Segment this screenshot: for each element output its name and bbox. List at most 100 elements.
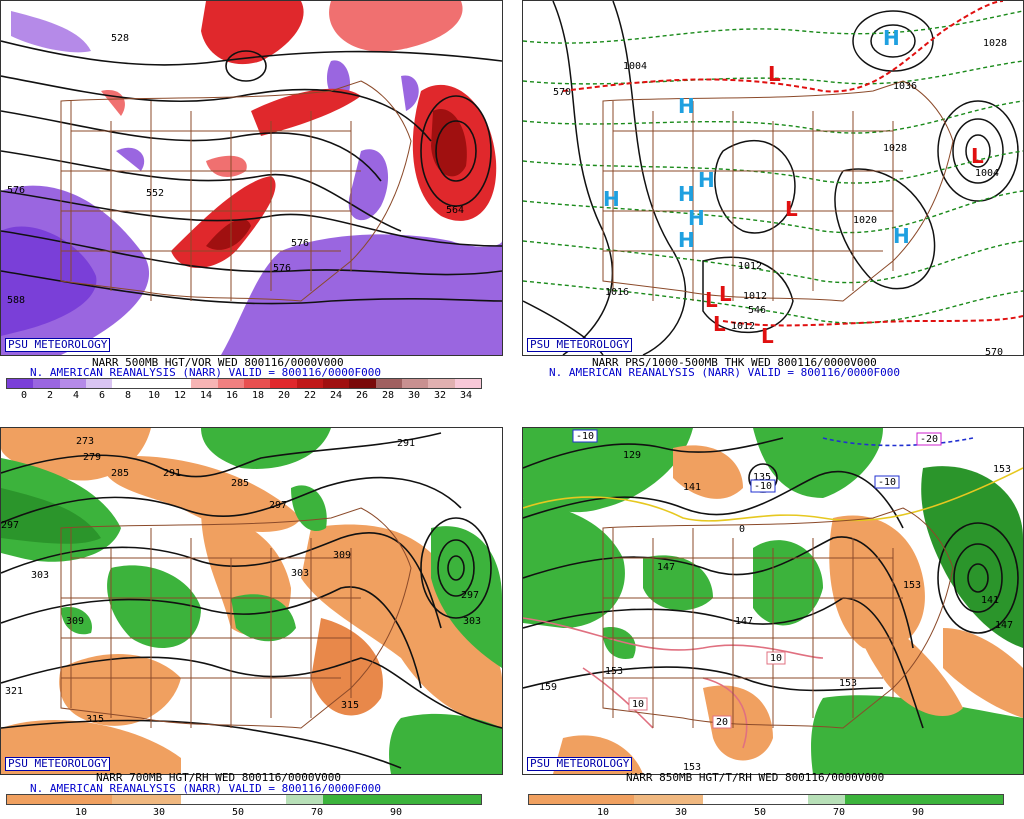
svg-text:L: L [705, 288, 718, 312]
svg-text:291: 291 [163, 468, 181, 479]
svg-text:1020: 1020 [853, 215, 877, 226]
svg-text:1012: 1012 [738, 261, 762, 272]
svg-text:576: 576 [291, 238, 309, 249]
svg-text:L: L [719, 282, 732, 306]
height-labels: 129 141 147 147 153 159 153 153 135 141 … [539, 450, 1013, 773]
svg-text:285: 285 [111, 468, 129, 479]
panel-500mb: 528 552 576 576 588 576 564 PSU METEOROL… [0, 0, 503, 405]
svg-text:1004: 1004 [975, 168, 999, 179]
contour-labels: 273 279 285 291 285 297 297 303 309 321 … [1, 436, 481, 725]
svg-text:153: 153 [605, 666, 623, 677]
svg-text:H: H [678, 228, 695, 252]
svg-text:147: 147 [735, 616, 753, 627]
pressure-map: H H H H H H H H L L L L L L L 1004 1028 [523, 1, 1023, 355]
svg-text:1012: 1012 [743, 291, 767, 302]
svg-text:153: 153 [993, 464, 1011, 475]
svg-text:-10: -10 [878, 477, 896, 488]
svg-text:321: 321 [5, 686, 23, 697]
temperature-labels: -10 -10 -20 -10 0 10 10 20 [572, 429, 942, 729]
svg-text:297: 297 [1, 520, 19, 531]
svg-text:L: L [761, 324, 774, 348]
svg-text:1004: 1004 [623, 61, 647, 72]
svg-text:L: L [713, 312, 726, 336]
svg-text:303: 303 [291, 568, 309, 579]
svg-text:315: 315 [86, 714, 104, 725]
svg-text:570: 570 [985, 347, 1003, 355]
svg-text:147: 147 [657, 562, 675, 573]
svg-text:546: 546 [748, 305, 766, 316]
svg-text:L: L [971, 144, 984, 168]
caption-valid: N. AMERICAN REANALYSIS (NARR) VALID = 80… [549, 366, 900, 379]
svg-text:153: 153 [683, 762, 701, 773]
colorbar-rh [6, 794, 482, 805]
svg-text:-10: -10 [576, 431, 594, 442]
humidity-map-700: 273 279 285 291 285 297 297 303 309 321 … [1, 428, 502, 774]
vorticity-map: 528 552 576 576 588 576 564 [1, 1, 502, 355]
contour-labels: 528 552 576 576 588 576 564 [7, 33, 464, 306]
svg-text:309: 309 [66, 616, 84, 627]
svg-text:10: 10 [770, 653, 782, 664]
svg-text:303: 303 [463, 616, 481, 627]
svg-text:-20: -20 [920, 434, 938, 445]
colorbar-rh [528, 794, 1004, 805]
psu-badge: PSU METEOROLOGY [527, 338, 633, 352]
svg-text:-10: -10 [754, 481, 772, 492]
svg-text:564: 564 [446, 205, 464, 216]
svg-text:570: 570 [553, 87, 571, 98]
map-mslp: H H H H H H H H L L L L L L L 1004 1028 [522, 0, 1024, 356]
caption-title: NARR 700MB HGT/RH WED 800116/0000V000 [96, 771, 342, 784]
svg-text:528: 528 [111, 33, 129, 44]
svg-text:135: 135 [753, 472, 771, 483]
svg-text:1028: 1028 [883, 143, 907, 154]
svg-text:1016: 1016 [605, 287, 629, 298]
svg-text:H: H [688, 206, 705, 230]
svg-text:L: L [768, 62, 781, 86]
panel-850mb: 129 141 147 147 153 159 153 153 135 141 … [522, 427, 1024, 819]
svg-text:129: 129 [623, 450, 641, 461]
svg-text:0: 0 [739, 524, 745, 535]
panel-mslp-thickness: H H H H H H H H L L L L L L L 1004 1028 [522, 0, 1024, 405]
svg-text:576: 576 [273, 263, 291, 274]
isobar-labels: 1004 1028 1036 1028 1020 1012 1012 1012 … [553, 38, 1007, 355]
svg-text:H: H [678, 94, 695, 118]
svg-text:153: 153 [903, 580, 921, 591]
svg-text:1012: 1012 [731, 321, 755, 332]
svg-text:309: 309 [333, 550, 351, 561]
caption-title: NARR PRS/1000-500MB THK WED 800116/0000V… [592, 356, 877, 369]
svg-text:1036: 1036 [893, 81, 917, 92]
svg-text:315: 315 [341, 700, 359, 711]
svg-text:10: 10 [632, 699, 644, 710]
svg-text:H: H [678, 182, 695, 206]
high-markers: H H H H H H H H [603, 26, 910, 252]
svg-text:297: 297 [269, 500, 287, 511]
svg-text:H: H [698, 168, 715, 192]
colorbar-ticks: 10 30 50 70 90 [74, 807, 403, 818]
svg-text:141: 141 [683, 482, 701, 493]
svg-text:1028: 1028 [983, 38, 1007, 49]
caption-valid: N. AMERICAN REANALYSIS (NARR) VALID = 80… [30, 366, 381, 379]
psu-badge: PSU METEOROLOGY [527, 757, 633, 771]
caption-title: NARR 500MB HGT/VOR WED 800116/0000V000 [92, 356, 344, 369]
colorbar-ticks: 0 2 4 6 8 10 12 14 16 18 20 22 24 26 28 … [20, 390, 473, 401]
svg-text:147: 147 [995, 620, 1013, 631]
svg-text:L: L [785, 197, 798, 221]
svg-text:297: 297 [461, 590, 479, 601]
caption-title: NARR 850MB HGT/T/RH WED 800116/0000V000 [626, 771, 885, 784]
svg-text:273: 273 [76, 436, 94, 447]
svg-text:141: 141 [981, 595, 999, 606]
svg-text:576: 576 [7, 185, 25, 196]
map-500mb: 528 552 576 576 588 576 564 PSU METEOROL… [0, 0, 503, 356]
map-850mb: 129 141 147 147 153 159 153 153 135 141 … [522, 427, 1024, 775]
svg-text:H: H [603, 187, 620, 211]
colorbar-vorticity [6, 378, 482, 389]
svg-text:285: 285 [231, 478, 249, 489]
svg-text:153: 153 [839, 678, 857, 689]
svg-text:20: 20 [716, 717, 728, 728]
svg-text:291: 291 [397, 438, 415, 449]
svg-text:H: H [883, 26, 900, 50]
psu-badge: PSU METEOROLOGY [5, 338, 111, 352]
panel-700mb: 273 279 285 291 285 297 297 303 309 321 … [0, 427, 503, 819]
svg-text:588: 588 [7, 295, 25, 306]
caption-valid: N. AMERICAN REANALYSIS (NARR) VALID = 80… [30, 782, 381, 795]
low-markers: L L L L L L L [705, 62, 984, 348]
